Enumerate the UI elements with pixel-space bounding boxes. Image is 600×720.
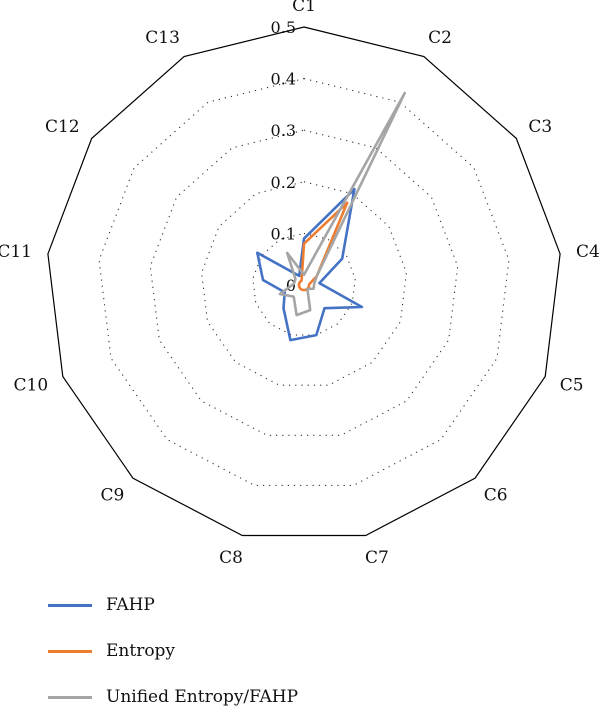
legend-label-unified: Unified Entropy/FAHP (106, 687, 299, 707)
tick-label: 0.2 (271, 173, 296, 192)
legend-swatch-fahp (48, 603, 92, 607)
category-label: C8 (219, 548, 243, 568)
legend-swatch-unified (48, 695, 92, 699)
grid-ring (252, 232, 356, 336)
category-label: C11 (0, 242, 32, 262)
legend: FAHP Entropy Unified Entropy/FAHP (48, 582, 298, 720)
category-label: C7 (365, 548, 389, 568)
category-label: C5 (560, 375, 584, 395)
category-label: C4 (576, 242, 600, 262)
tick-label: 0.4 (271, 70, 296, 89)
category-label: C2 (428, 28, 452, 48)
tick-label: 0.5 (271, 18, 296, 37)
series-line-fahp (255, 187, 364, 342)
radar-chart: 00.10.20.30.40.5 C1C2C3C4C5C6C7C8C9C10C1… (0, 0, 600, 568)
tick-label: 0.3 (271, 121, 296, 140)
legend-swatch-entropy (48, 649, 92, 653)
category-labels: C1 C2 C3 C4 C5 C6 C7 C8 C9 C10 C11 C12 C13 (0, 0, 600, 568)
grid-ring (98, 78, 510, 486)
category-label: C13 (145, 28, 180, 48)
legend-label-fahp: FAHP (106, 595, 155, 615)
tick-label: 0.1 (271, 224, 296, 243)
radar-series (255, 91, 407, 342)
category-label: C9 (100, 486, 124, 506)
legend-item-fahp: FAHP (48, 582, 298, 628)
radial-tick-labels: 00.10.20.30.40.5 (271, 18, 296, 295)
legend-label-entropy: Entropy (106, 641, 176, 661)
category-label: C12 (45, 117, 80, 137)
category-label: C6 (484, 486, 508, 506)
category-label: C3 (528, 117, 552, 137)
grid-ring (201, 181, 407, 386)
category-label: C1 (292, 0, 316, 16)
legend-item-entropy: Entropy (48, 628, 298, 674)
series-line-unified-entropy-fahp (278, 91, 407, 317)
grid-ring (149, 129, 459, 436)
series-line-entropy (297, 201, 349, 292)
radar-grid (47, 26, 561, 537)
outer-ring (47, 26, 561, 537)
category-label: C10 (14, 375, 49, 395)
legend-item-unified: Unified Entropy/FAHP (48, 674, 298, 720)
